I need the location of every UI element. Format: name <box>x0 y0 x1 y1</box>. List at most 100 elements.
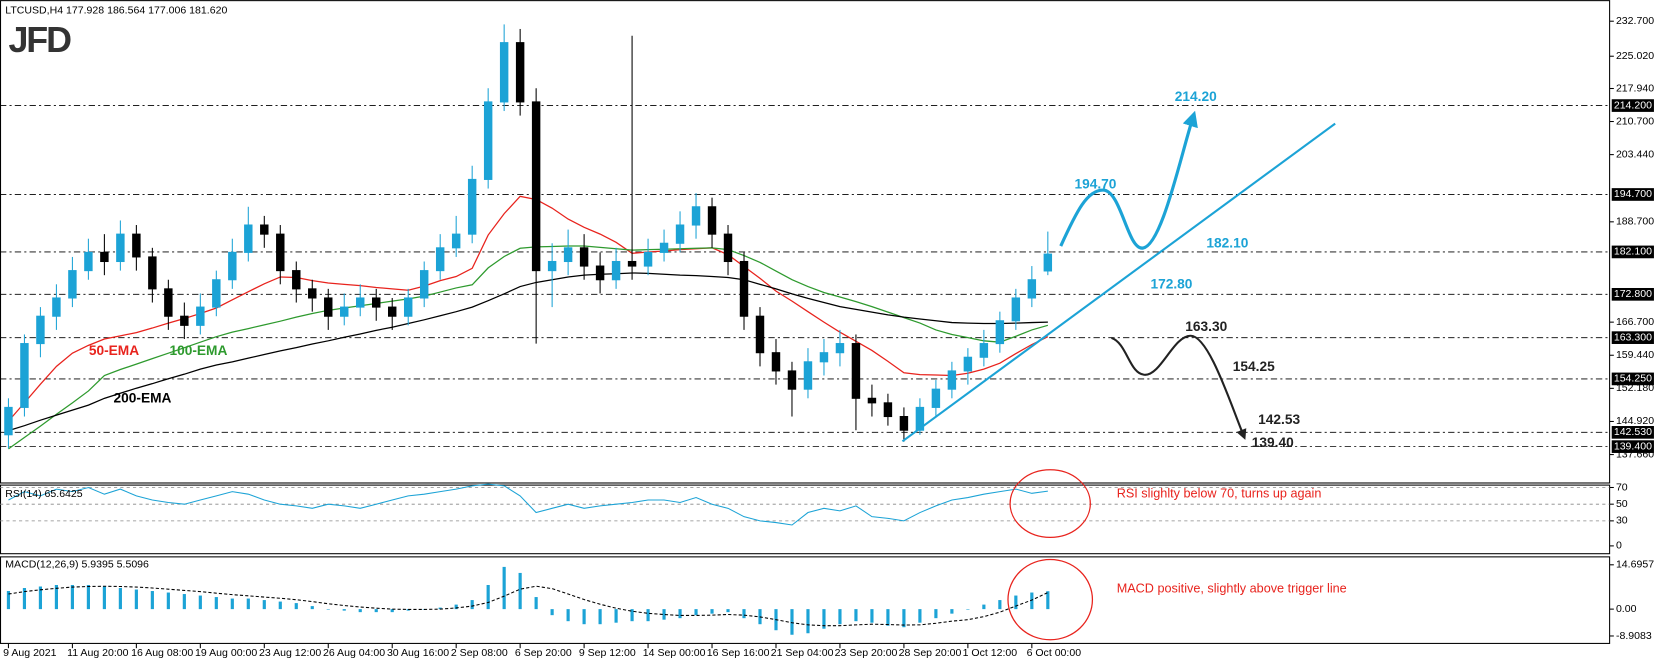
candle-body <box>148 256 157 290</box>
x-tick-label: 14 Sep 00:00 <box>643 647 706 659</box>
candle-body <box>835 343 845 354</box>
candle-body <box>20 343 29 408</box>
macd-bar <box>582 609 586 625</box>
macd-bar <box>230 598 234 610</box>
candle-body <box>611 260 621 281</box>
macd-bar <box>886 609 890 626</box>
macd-bar <box>470 600 474 610</box>
candle-body <box>1011 297 1021 322</box>
macd-note: MACD positive, slightly above trigger li… <box>1117 581 1347 595</box>
level-annotation: 163.30 <box>1185 319 1227 334</box>
candle-body <box>803 361 813 390</box>
macd-bar <box>646 609 650 622</box>
candle-body <box>515 42 525 103</box>
candle-body <box>675 224 685 244</box>
candle-body <box>52 297 61 317</box>
candle-body <box>116 233 125 263</box>
candle-body <box>308 288 317 299</box>
candle-body <box>244 224 253 253</box>
y-tick-label: 30 <box>1616 515 1628 527</box>
level-label: 182.100 <box>1614 246 1652 258</box>
candle-body <box>563 247 573 263</box>
level-annotation: 172.80 <box>1150 277 1192 292</box>
macd-bar <box>6 591 11 610</box>
candle-body <box>659 242 669 253</box>
candle-body <box>100 251 109 263</box>
candle-body <box>483 101 493 180</box>
bearish-projection <box>1110 334 1247 440</box>
x-tick-label: 9 Sep 12:00 <box>579 647 636 659</box>
y-tick-label: 217.940 <box>1616 82 1654 94</box>
y-tick-label: 188.700 <box>1616 216 1654 228</box>
rsi-panel <box>0 484 1611 555</box>
macd-bar <box>246 598 250 610</box>
y-tick-label: 232.700 <box>1616 15 1654 27</box>
candle-body <box>595 265 605 281</box>
macd-bar <box>678 609 682 619</box>
x-tick-label: 6 Oct 00:00 <box>1027 647 1082 659</box>
y-tick-label: 225.020 <box>1616 50 1654 62</box>
y-tick-label: 210.700 <box>1616 115 1654 127</box>
candle-body <box>164 288 173 317</box>
candle-body <box>995 320 1005 345</box>
macd-bar <box>998 600 1002 610</box>
macd-bar <box>694 609 698 616</box>
candle-body <box>787 370 797 390</box>
y-tick-label: 14.6957 <box>1616 559 1654 571</box>
candle-body <box>771 352 781 372</box>
x-tick-label: 28 Sep 20:00 <box>899 647 962 659</box>
level-box <box>1611 331 1654 344</box>
macd-bar <box>742 609 746 619</box>
x-tick-label: 2 Sep 08:00 <box>451 647 508 659</box>
candle-body <box>931 388 941 408</box>
level-label: 194.700 <box>1614 188 1652 200</box>
level-label: 142.530 <box>1614 426 1652 438</box>
macd-bar <box>358 609 362 613</box>
logo: JFD <box>8 20 71 60</box>
level-annotation: 154.25 <box>1233 359 1275 374</box>
candle-body <box>260 224 269 235</box>
macd-bar <box>838 609 842 625</box>
macd-bar <box>22 588 27 610</box>
y-tick-label: 203.440 <box>1616 148 1654 160</box>
x-tick-label: 23 Aug 12:00 <box>259 647 321 659</box>
candle-body <box>435 247 445 272</box>
y-tick-label: 159.440 <box>1616 349 1654 361</box>
candle-body <box>451 233 461 249</box>
macd-bar <box>614 609 618 623</box>
candle-body <box>723 233 733 263</box>
level-box <box>1611 245 1654 259</box>
candle-body <box>324 297 333 317</box>
candle-body <box>915 406 925 431</box>
x-tick-label: 21 Sep 04:00 <box>771 647 834 659</box>
macd-bar <box>454 604 458 610</box>
level-box <box>1611 99 1654 112</box>
macd-bar <box>966 609 970 610</box>
macd-bar <box>982 604 986 610</box>
macd-panel <box>0 556 1611 644</box>
macd-bar <box>790 609 794 635</box>
macd-bar <box>1030 592 1034 610</box>
rsi-line <box>8 483 1048 526</box>
candle-body <box>340 306 349 317</box>
x-tick-label: 6 Sep 20:00 <box>515 647 572 659</box>
macd-bar <box>630 609 634 622</box>
candle-body <box>883 402 893 418</box>
candle-body <box>963 356 973 372</box>
candle-body <box>372 297 381 308</box>
candle-body <box>739 260 749 317</box>
candle-body <box>691 206 701 226</box>
macd-bar <box>70 584 74 610</box>
candle-body <box>419 270 429 299</box>
main-panel <box>0 0 1611 484</box>
y-tick-label: 144.920 <box>1616 415 1654 427</box>
macd-bar <box>822 609 826 629</box>
macd-bar <box>806 609 810 634</box>
candle-body <box>531 101 541 272</box>
x-tick-label: 16 Aug 08:00 <box>131 647 193 659</box>
y-tick-label: 0 <box>1616 540 1622 552</box>
level-annotation: 142.53 <box>1258 412 1300 427</box>
candle-body <box>643 251 653 267</box>
candle-body <box>387 306 397 317</box>
